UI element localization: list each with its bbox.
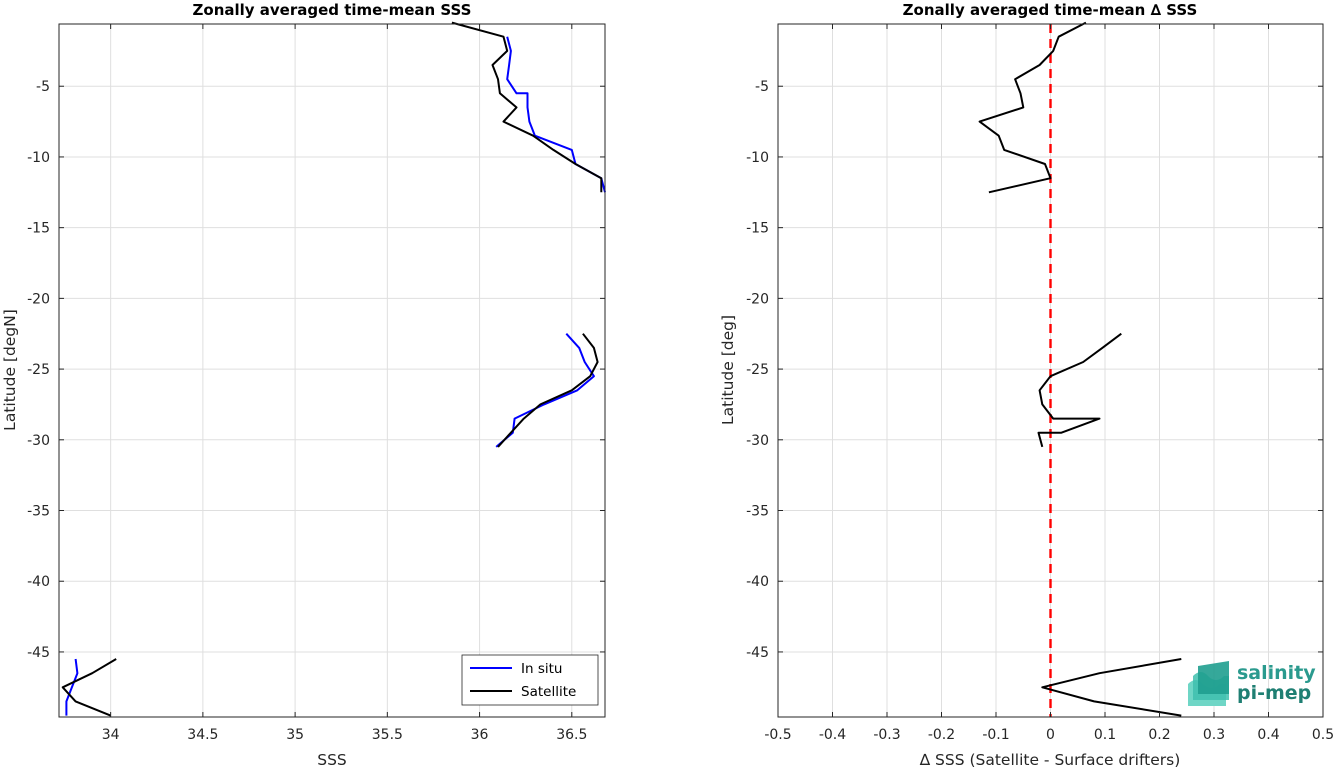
series-in-situ-line [506, 36, 606, 193]
delta-sss-panel: Zonally averaged time-mean ∆ SSS -0.5 -0.… [719, 1, 1334, 769]
series-in-situ-line [65, 658, 79, 716]
y-tick-label: -10 [746, 150, 769, 166]
y-tick-label: -45 [746, 645, 769, 661]
x-tick-label: 0.1 [1094, 727, 1116, 743]
y-tick-labels: -5 -10 -15 -20 -25 -30 -35 -40 -45 [27, 79, 50, 661]
series-in-situ-line [495, 333, 595, 448]
legend: In situ Satellite [461, 654, 599, 706]
x-axis-label: SSS [317, 751, 347, 769]
y-tick-label: -20 [746, 291, 769, 307]
x-tick-labels: -0.5 -0.4 -0.3 -0.2 -0.1 0 0.1 0.2 0.3 0.4 0.5 [764, 727, 1334, 743]
x-tick-label: 34.5 [187, 727, 218, 743]
y-axis-label: Latitude [deg] [719, 315, 737, 425]
y-tick-label: -20 [27, 291, 50, 307]
y-tick-label: -15 [27, 221, 50, 237]
legend-label-in-situ: In situ [521, 661, 562, 677]
series-1-line [1041, 658, 1182, 717]
logo-wave-icon [1188, 661, 1229, 706]
salinity-pimep-logo: salinity pi-mep [1188, 661, 1316, 706]
chart-title: Zonally averaged time-mean SSS [193, 1, 472, 19]
logo-text-line1: salinity [1237, 662, 1316, 684]
series-satellite-line [61, 658, 117, 717]
x-tick-label: 36 [471, 727, 489, 743]
x-tick-label: -0.1 [982, 727, 1009, 743]
x-tick-label: 0.2 [1148, 727, 1170, 743]
logo-text-line2: pi-mep [1237, 682, 1311, 704]
chart-title: Zonally averaged time-mean ∆ SSS [903, 1, 1198, 19]
x-tick-label: 35 [286, 727, 304, 743]
legend-label-satellite: Satellite [521, 684, 576, 700]
x-tick-label: 0 [1046, 727, 1055, 743]
y-tick-label: -5 [755, 79, 769, 95]
y-tick-labels: -5 -10 -15 -20 -25 -30 -35 -40 -45 [746, 79, 769, 661]
series-satellite-line [451, 21, 603, 193]
x-tick-label: -0.4 [819, 727, 846, 743]
x-tick-label: -0.3 [873, 727, 900, 743]
x-tick-label: 0.3 [1203, 727, 1225, 743]
series-satellite-line [497, 333, 599, 448]
series-1-line [978, 21, 1087, 194]
series-layer [61, 21, 606, 717]
legend-box [461, 654, 599, 706]
y-tick-label: -10 [27, 150, 50, 166]
y-tick-label: -25 [27, 362, 50, 378]
axes-box [58, 23, 606, 718]
x-tick-labels: 34 34.5 35 35.5 36 36.5 [102, 727, 588, 743]
x-tick-label: -0.5 [764, 727, 791, 743]
y-tick-label: -40 [746, 574, 769, 590]
y-tick-label: -15 [746, 221, 769, 237]
series-1-line [1037, 332, 1122, 448]
x-tick-label: 0.4 [1257, 727, 1279, 743]
sss-panel: Zonally averaged time-mean SSS 34 34.5 35 3… [1, 1, 606, 769]
x-tick-label: 35.5 [372, 727, 403, 743]
x-tick-label: -0.2 [928, 727, 955, 743]
y-tick-label: -45 [27, 645, 50, 661]
y-tick-label: -5 [36, 79, 50, 95]
y-tick-label: -30 [27, 433, 50, 449]
y-tick-label: -35 [746, 504, 769, 520]
y-tick-label: -30 [746, 433, 769, 449]
y-tick-label: -35 [27, 504, 50, 520]
x-axis-label: ∆ SSS (Satellite - Surface drifters) [919, 751, 1181, 769]
grid [59, 24, 605, 717]
series-layer [978, 21, 1182, 717]
x-tick-label: 0.5 [1312, 727, 1334, 743]
x-tick-label: 36.5 [556, 727, 587, 743]
y-tick-label: -40 [27, 574, 50, 590]
y-axis-label: Latitude [degN] [1, 309, 19, 431]
y-tick-label: -25 [746, 362, 769, 378]
x-tick-label: 34 [102, 727, 120, 743]
